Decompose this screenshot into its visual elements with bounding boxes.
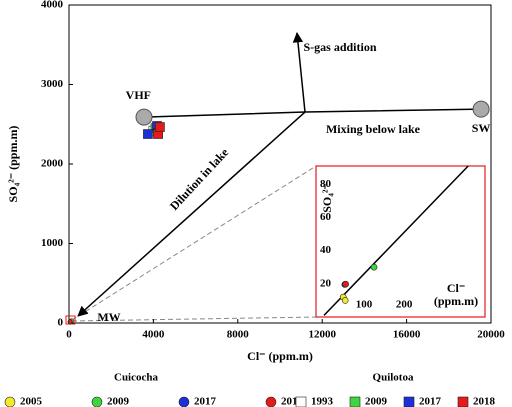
point (370, 263, 378, 271)
endmember (472, 100, 490, 118)
y-axis-label: SO₄²⁻ (ppm.m) (6, 126, 20, 203)
legend-label: 2009 (107, 396, 130, 407)
x-tick-label: 12000 (308, 329, 336, 341)
inset-x-label: Cl⁻ (447, 281, 465, 295)
point (341, 297, 349, 304)
legend-title: Cuicocha (114, 372, 159, 384)
annotation: MW (97, 310, 120, 324)
mixing-line (292, 31, 306, 113)
endmember-label: SW (472, 121, 491, 135)
inset-x-tick-label: 200 (396, 299, 413, 311)
inset-y-tick-label: 80 (320, 178, 332, 190)
endmember-label: VHF (126, 88, 151, 102)
y-tick-label: 3000 (41, 78, 64, 90)
legend-label: 2018 (473, 396, 496, 407)
point (143, 129, 153, 139)
legend-marker (4, 396, 16, 407)
annotation: Mixing below lake (326, 122, 421, 136)
y-tick-label: 4000 (41, 0, 64, 11)
mixing-line (143, 108, 482, 118)
inset-y-label: SO₄²⁻ (320, 183, 334, 213)
point (67, 319, 73, 324)
x-tick-label: 8000 (227, 329, 250, 341)
legend-label: 2005 (20, 396, 43, 407)
inset-y-tick-label: 20 (320, 277, 332, 289)
y-tick-label: 2000 (41, 158, 64, 170)
inset-y-tick-label: 60 (320, 211, 332, 223)
legend-label: 2017 (419, 396, 442, 407)
inset-frame (315, 165, 486, 318)
annotation: Dilution in lake (167, 145, 232, 213)
x-tick-label: 0 (66, 329, 72, 341)
legend-label: 2009 (365, 396, 388, 407)
y-tick-label: 0 (58, 317, 64, 329)
point (342, 280, 349, 288)
legend-marker (349, 396, 361, 407)
mixing-line (77, 111, 306, 317)
zoom-guide (71, 165, 317, 321)
inset-x-label: (ppm.m) (434, 294, 478, 308)
x-tick-label: 4000 (142, 329, 165, 341)
x-axis-label: Cl⁻ (ppm.m) (247, 349, 313, 363)
inset-y-tick-label: 40 (320, 244, 332, 256)
legend-title: Quilotoa (373, 372, 414, 384)
legend-marker (403, 396, 415, 407)
legend-marker (91, 396, 103, 407)
legend-label: 2018 (281, 396, 304, 407)
legend-label: 2017 (194, 396, 217, 407)
zoom-guide (71, 316, 317, 322)
x-tick-label: 16000 (393, 329, 421, 341)
endmember (135, 108, 153, 126)
point (155, 122, 165, 132)
legend-label: 1993 (311, 396, 334, 407)
y-tick-label: 1000 (41, 237, 64, 249)
legend-marker (457, 396, 469, 407)
legend-marker (295, 396, 307, 407)
inset-x-tick-label: 100 (356, 299, 373, 311)
x-tick-label: 20000 (477, 329, 505, 341)
inset-line (323, 165, 469, 316)
legend-marker (178, 396, 190, 407)
legend-marker (265, 396, 277, 407)
annotation: S-gas addition (303, 40, 376, 54)
